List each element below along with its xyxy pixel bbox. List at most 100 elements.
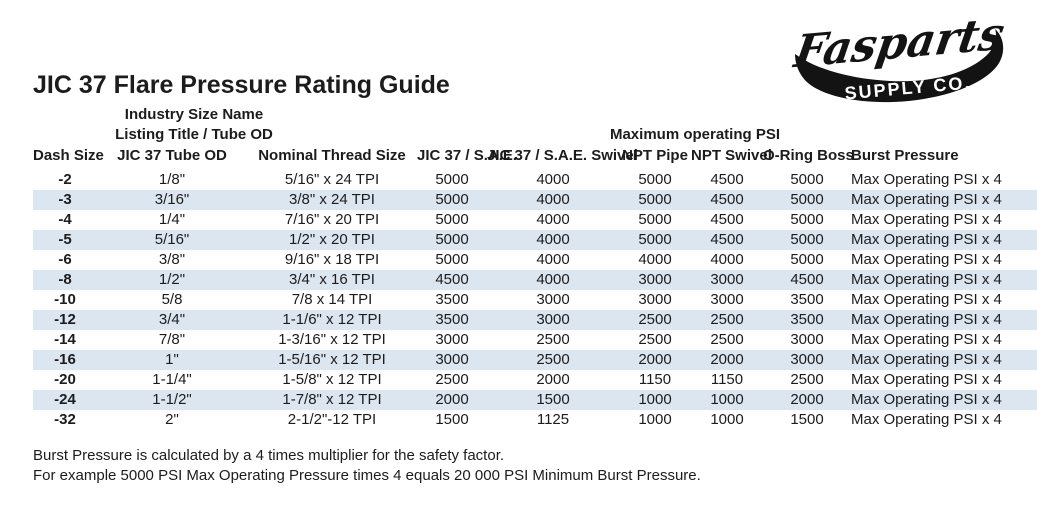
table-cell: 7/8"	[158, 331, 186, 348]
table-cell: Max Operating PSI x 4	[851, 271, 1002, 288]
column-header: NPT Swivel	[691, 147, 772, 164]
table-cell: 2500	[710, 331, 744, 348]
table-cell: 3/8"	[158, 251, 186, 268]
table-cell: Max Operating PSI x 4	[851, 291, 1002, 308]
table-cell: -6	[58, 251, 72, 268]
logo-swoosh	[795, 29, 1004, 103]
table-cell: Max Operating PSI x 4	[851, 391, 1002, 408]
table-cell: 2500	[536, 331, 570, 348]
table-cell: 3000	[536, 311, 570, 328]
table-cell: 1/4"	[158, 211, 186, 228]
table-cell: 1/8"	[158, 171, 186, 188]
table-cell: 4000	[536, 191, 570, 208]
table-cell: 2500	[638, 331, 672, 348]
footer-note-line1: Burst Pressure is calculated by a 4 time…	[33, 447, 505, 464]
table-cell: 3000	[536, 291, 570, 308]
table-cell: 5/8	[161, 291, 183, 308]
table-row: -32 2" 2-1/2"-12 TPI 1500 1125 1000 1000 1500 Ma…	[33, 410, 1037, 430]
table-cell: 1-1/6" x 12 TPI	[282, 311, 382, 328]
table-cell: -10	[54, 291, 76, 308]
table-cell: 9/16" x 18 TPI	[284, 251, 380, 268]
table-cell: -8	[58, 271, 72, 288]
table-cell: -3	[58, 191, 72, 208]
table-cell: Max Operating PSI x 4	[851, 191, 1002, 208]
table-cell: 2500	[536, 351, 570, 368]
table-cell: 7/8 x 14 TPI	[291, 291, 373, 308]
table-cell: 1"	[165, 351, 179, 368]
fasparts-logo: Fasparts SUPPLY CO.	[789, 7, 1008, 104]
table-cell: 1/2"	[158, 271, 186, 288]
table-cell: 4000	[536, 171, 570, 188]
table-cell: Max Operating PSI x 4	[851, 251, 1002, 268]
table-cell: 3000	[638, 271, 672, 288]
table-row: -2 1/8" 5/16" x 24 TPI 5000 4000 5000 4500 5000…	[33, 170, 1037, 190]
table-cell: 5/16" x 24 TPI	[284, 171, 380, 188]
table-cell: -32	[54, 411, 76, 428]
table-cell: 5000	[435, 171, 469, 188]
table-cell: 1500	[536, 391, 570, 408]
table-cell: 2000	[710, 351, 744, 368]
table-cell: 2000	[435, 391, 469, 408]
table-cell: 2-1/2"-12 TPI	[287, 411, 377, 428]
table-row: -24 1-1/2" 1-7/8" x 12 TPI 2000 1500 1000 1000…	[33, 390, 1037, 410]
table-row: -20 1-1/4" 1-5/8" x 12 TPI 2500 2000 1150 1150…	[33, 370, 1037, 390]
table-cell: 3500	[435, 291, 469, 308]
column-header: Dash Size	[33, 147, 104, 164]
table-cell: 5000	[790, 191, 824, 208]
table-cell: 1/2" x 20 TPI	[289, 231, 375, 248]
column-header: O-Ring Boss	[763, 147, 854, 164]
table-cell: 1500	[790, 411, 824, 428]
table-cell: 1000	[710, 411, 744, 428]
table-cell: 3000	[710, 291, 744, 308]
table-cell: 5000	[435, 211, 469, 228]
column-header: Burst Pressure	[851, 147, 959, 164]
table-cell: 3000	[790, 331, 824, 348]
table-cell: 5000	[435, 191, 469, 208]
table-cell: Max Operating PSI x 4	[851, 171, 1002, 188]
table-cell: 4500	[710, 211, 744, 228]
table-cell: Max Operating PSI x 4	[851, 211, 1002, 228]
table-cell: 1-1/4"	[152, 371, 192, 388]
table-cell: 5000	[435, 251, 469, 268]
table-cell: 5000	[638, 191, 672, 208]
table-cell: 3000	[435, 351, 469, 368]
table-cell: 3500	[435, 311, 469, 328]
table-cell: Max Operating PSI x 4	[851, 231, 1002, 248]
table-cell: 4000	[638, 251, 672, 268]
table-cell: 1-7/8" x 12 TPI	[282, 391, 382, 408]
table-cell: 4500	[710, 191, 744, 208]
table-cell: 4000	[536, 211, 570, 228]
table-cell: 5000	[638, 171, 672, 188]
table-row: -4 1/4" 7/16" x 20 TPI 5000 4000 5000 4500 5000…	[33, 210, 1037, 230]
table-cell: 1000	[710, 391, 744, 408]
table-cell: Max Operating PSI x 4	[851, 371, 1002, 388]
table-cell: 3500	[790, 291, 824, 308]
max-operating-psi-header: Maximum operating PSI	[609, 126, 781, 143]
table-cell: 1-3/16" x 12 TPI	[278, 331, 386, 348]
table-cell: -12	[54, 311, 76, 328]
table-cell: 1000	[638, 391, 672, 408]
table-row: -3 3/16" 3/8" x 24 TPI 5000 4000 5000 4500 5000…	[33, 190, 1037, 210]
table-cell: 2"	[165, 411, 179, 428]
table-cell: -20	[54, 371, 76, 388]
column-header: JIC 37 / S.A.E.	[417, 147, 518, 164]
page-title: JIC 37 Flare Pressure Rating Guide	[33, 71, 450, 99]
table-cell: 1-5/8" x 12 TPI	[282, 371, 382, 388]
table-cell: 4500	[710, 171, 744, 188]
column-header: JIC 37 / S.A.E. Swivel	[487, 147, 638, 164]
table-cell: -24	[54, 391, 76, 408]
table-cell: 3000	[790, 351, 824, 368]
table-cell: 5000	[638, 211, 672, 228]
table-cell: 3/8" x 24 TPI	[289, 191, 375, 208]
table-row: -12 3/4" 1-1/6" x 12 TPI 3500 3000 2500 2500 35…	[33, 310, 1037, 330]
table-cell: 1-5/16" x 12 TPI	[278, 351, 386, 368]
table-cell: 3/4"	[158, 311, 186, 328]
column-header: Nominal Thread Size	[258, 147, 406, 164]
table-cell: 1150	[710, 371, 744, 388]
table-cell: 7/16" x 20 TPI	[284, 211, 380, 228]
table-cell: 2500	[790, 371, 824, 388]
table-cell: 5000	[790, 231, 824, 248]
table-cell: 3000	[638, 291, 672, 308]
table-cell: 2000	[536, 371, 570, 388]
table-row: -5 5/16" 1/2" x 20 TPI 5000 4000 5000 4500 5000…	[33, 230, 1037, 250]
